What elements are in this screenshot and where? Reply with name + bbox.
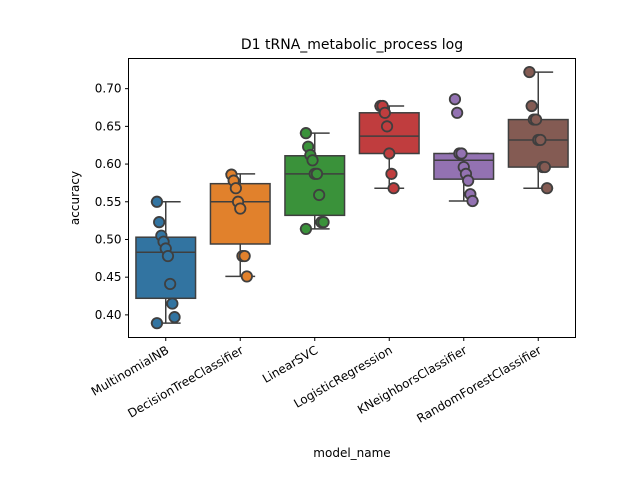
plot-area — [135, 65, 569, 330]
data-point — [153, 216, 166, 229]
data-point — [455, 147, 468, 160]
data-point — [229, 182, 242, 195]
data-point — [534, 133, 547, 147]
y-tick-label: 0.60 — [95, 157, 122, 171]
data-point — [378, 106, 391, 119]
data-point — [240, 270, 253, 283]
box-group-kneighborsclassifier — [433, 93, 495, 208]
data-point — [166, 297, 179, 310]
y-axis: 0.40 0.45 0.50 0.55 0.60 0.65 0.70 — [95, 82, 129, 322]
data-point — [238, 249, 251, 263]
data-point — [525, 99, 538, 113]
data-point — [387, 182, 400, 195]
box-group-multinomialnb — [135, 195, 197, 330]
box-group-linearsvc — [284, 127, 346, 236]
y-tick-label: 0.70 — [95, 82, 122, 96]
data-point — [385, 167, 398, 180]
data-point — [313, 188, 326, 202]
data-point — [451, 106, 464, 119]
data-point — [161, 249, 175, 263]
data-point — [164, 277, 177, 291]
box — [358, 112, 420, 155]
data-point — [317, 216, 330, 229]
data-point — [380, 120, 394, 133]
data-point — [150, 317, 164, 330]
data-point — [299, 127, 313, 140]
box-group-randomforestclassifier — [507, 65, 569, 195]
x-axis-label: model_name — [313, 446, 390, 460]
y-tick-label: 0.45 — [95, 270, 122, 284]
data-point — [540, 182, 554, 195]
data-point — [466, 194, 479, 208]
y-tick-label: 0.40 — [95, 308, 122, 322]
box-group-decisiontreeclassifier — [209, 168, 271, 283]
data-point — [448, 93, 462, 106]
data-point — [529, 113, 543, 126]
data-point — [150, 195, 164, 208]
data-point — [234, 202, 247, 215]
y-axis-label: accuracy — [68, 171, 82, 225]
data-point — [299, 222, 313, 236]
data-point — [310, 167, 324, 180]
box-group-logisticregression — [358, 99, 420, 195]
y-tick-label: 0.65 — [95, 119, 122, 133]
data-point — [306, 154, 319, 167]
data-point — [168, 311, 181, 324]
data-point — [383, 147, 396, 160]
y-tick-label: 0.50 — [95, 232, 122, 246]
chart-title: D1 tRNA_metabolic_process log — [241, 37, 463, 53]
data-point — [538, 160, 551, 174]
plot-frame — [128, 58, 576, 338]
data-point — [462, 174, 475, 187]
y-tick-label: 0.55 — [95, 195, 122, 209]
data-point — [523, 65, 536, 79]
